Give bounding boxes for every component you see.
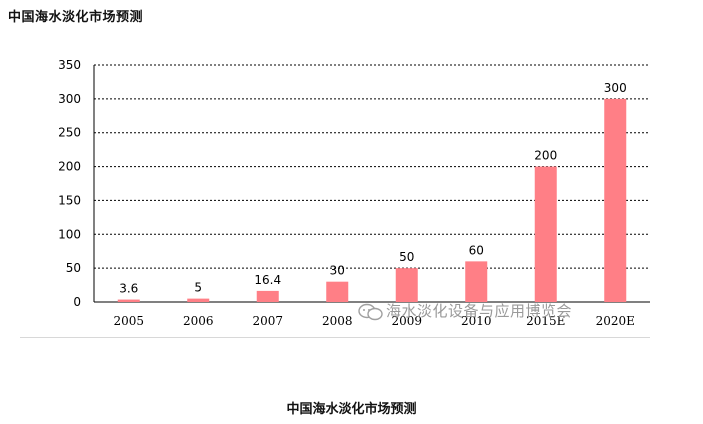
x-tick-label: 2006	[183, 314, 214, 328]
bar	[465, 261, 488, 302]
x-tick-label: 2009	[391, 314, 422, 328]
y-tick-label: 350	[58, 58, 81, 72]
figure-caption: 中国海水淡化市场预测	[286, 402, 417, 417]
bar	[187, 298, 210, 302]
data-label: 3.6	[119, 282, 138, 296]
bar	[534, 166, 557, 302]
y-tick-label: 250	[58, 126, 81, 140]
data-label: 60	[469, 243, 484, 257]
y-tick-label: 50	[66, 261, 81, 275]
data-label: 16.4	[254, 273, 281, 287]
data-label: 5	[194, 281, 202, 295]
bar-chart: 0 50 100 150 200 250 300 350 3.6 2005 5 2006 16.4 200…	[58, 58, 650, 328]
y-tick-label: 150	[58, 193, 81, 207]
y-tick-label: 200	[58, 160, 81, 174]
watermark-text: 海水淡化设备与应用博览会	[386, 302, 573, 320]
x-tick-label: 2010	[461, 314, 492, 328]
x-tick-label: 2015E	[526, 314, 565, 328]
faded-caption-line	[0, 418, 703, 424]
data-label: 300	[604, 81, 627, 95]
chart-frame: 0 50 100 150 200 250 300 350 3.6 2005 5 2006 16.4 200…	[20, 52, 650, 338]
data-label: 50	[399, 250, 414, 264]
data-label: 30	[330, 264, 345, 278]
wechat-watermark-icon	[358, 303, 383, 321]
x-tick-label: 2007	[252, 314, 283, 328]
y-tick-label: 100	[58, 227, 81, 241]
x-tick-label: 2008	[322, 314, 353, 328]
data-label: 200	[534, 149, 557, 163]
x-tick-label: 2020E	[596, 314, 635, 328]
bar	[395, 268, 418, 302]
bar	[117, 299, 140, 302]
bar	[326, 281, 349, 302]
x-tick-label: 2005	[113, 314, 144, 328]
y-tick-label: 300	[58, 92, 81, 106]
y-tick-label: 0	[73, 295, 81, 309]
bar	[604, 98, 627, 302]
page-title: 中国海水淡化市场预测	[8, 10, 144, 25]
bar	[256, 290, 279, 302]
